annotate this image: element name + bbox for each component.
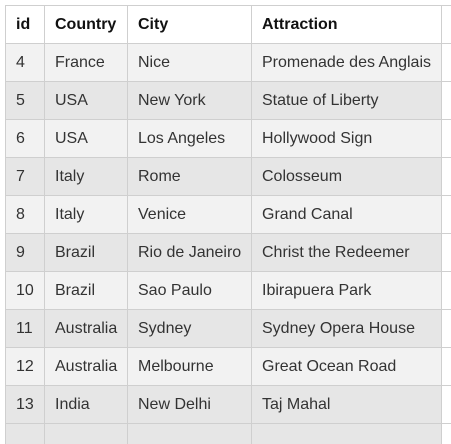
cell-city: Venice (127, 195, 252, 234)
cell-city: Sydney (127, 309, 252, 348)
cell-attraction: Colosseum (251, 157, 442, 196)
cell-id: 6 (5, 119, 45, 158)
cell-country: USA (44, 119, 128, 158)
cell-attraction: Grand Canal (251, 195, 442, 234)
table-header-row: id Country City Attraction (5, 5, 451, 44)
column-header-country[interactable]: Country (44, 5, 128, 44)
cell-overflow (441, 157, 451, 196)
cell-country: Brazil (44, 271, 128, 310)
table-row-partial (5, 423, 451, 444)
cell-attraction: Promenade des Anglais (251, 43, 442, 82)
table-row[interactable]: 6 USA Los Angeles Hollywood Sign (5, 119, 451, 158)
cell-id: 11 (5, 309, 45, 348)
cell-empty (441, 423, 451, 444)
cell-country: Italy (44, 195, 128, 234)
cell-city: Melbourne (127, 347, 252, 386)
cell-country: India (44, 385, 128, 424)
cell-attraction: Christ the Redeemer (251, 233, 442, 272)
cell-empty (5, 423, 45, 444)
cell-attraction: Taj Mahal (251, 385, 442, 424)
table-body: 4 France Nice Promenade des Anglais 5 USA New … (5, 43, 451, 444)
cell-city: Sao Paulo (127, 271, 252, 310)
cell-city: Rome (127, 157, 252, 196)
table-row[interactable]: 7 Italy Rome Colosseum (5, 157, 451, 196)
cell-overflow (441, 347, 451, 386)
table-row[interactable]: 4 France Nice Promenade des Anglais (5, 43, 451, 82)
cell-country: Italy (44, 157, 128, 196)
cell-id: 13 (5, 385, 45, 424)
attractions-table: id Country City Attraction 4 France Nice Pr… (5, 5, 451, 444)
cell-city: New York (127, 81, 252, 120)
cell-id: 4 (5, 43, 45, 82)
cell-country: Australia (44, 347, 128, 386)
column-header-attraction[interactable]: Attraction (251, 5, 442, 44)
table-row[interactable]: 8 Italy Venice Grand Canal (5, 195, 451, 234)
cell-overflow (441, 233, 451, 272)
cell-overflow (441, 271, 451, 310)
cell-city: Rio de Janeiro (127, 233, 252, 272)
cell-attraction: Statue of Liberty (251, 81, 442, 120)
cell-overflow (441, 119, 451, 158)
cell-city: Nice (127, 43, 252, 82)
cell-id: 7 (5, 157, 45, 196)
column-header-id[interactable]: id (5, 5, 45, 44)
cell-id: 12 (5, 347, 45, 386)
cell-attraction: Sydney Opera House (251, 309, 442, 348)
cell-country: France (44, 43, 128, 82)
cell-overflow (441, 309, 451, 348)
table-row[interactable]: 9 Brazil Rio de Janeiro Christ the Redeemer (5, 233, 451, 272)
table-row[interactable]: 13 India New Delhi Taj Mahal (5, 385, 451, 424)
cell-empty (127, 423, 252, 444)
cell-city: Los Angeles (127, 119, 252, 158)
table-row[interactable]: 11 Australia Sydney Sydney Opera House (5, 309, 451, 348)
column-header-city[interactable]: City (127, 5, 252, 44)
cell-city: New Delhi (127, 385, 252, 424)
cell-attraction: Hollywood Sign (251, 119, 442, 158)
cell-empty (251, 423, 442, 444)
cell-id: 5 (5, 81, 45, 120)
cell-country: Brazil (44, 233, 128, 272)
cell-country: Australia (44, 309, 128, 348)
cell-empty (44, 423, 128, 444)
cell-attraction: Great Ocean Road (251, 347, 442, 386)
cell-overflow (441, 81, 451, 120)
table-row[interactable]: 12 Australia Melbourne Great Ocean Road (5, 347, 451, 386)
table-row[interactable]: 10 Brazil Sao Paulo Ibirapuera Park (5, 271, 451, 310)
cell-overflow (441, 43, 451, 82)
table-row[interactable]: 5 USA New York Statue of Liberty (5, 81, 451, 120)
column-header-overflow (441, 5, 451, 44)
cell-attraction: Ibirapuera Park (251, 271, 442, 310)
cell-overflow (441, 385, 451, 424)
cell-id: 10 (5, 271, 45, 310)
cell-id: 9 (5, 233, 45, 272)
cell-country: USA (44, 81, 128, 120)
cell-overflow (441, 195, 451, 234)
cell-id: 8 (5, 195, 45, 234)
